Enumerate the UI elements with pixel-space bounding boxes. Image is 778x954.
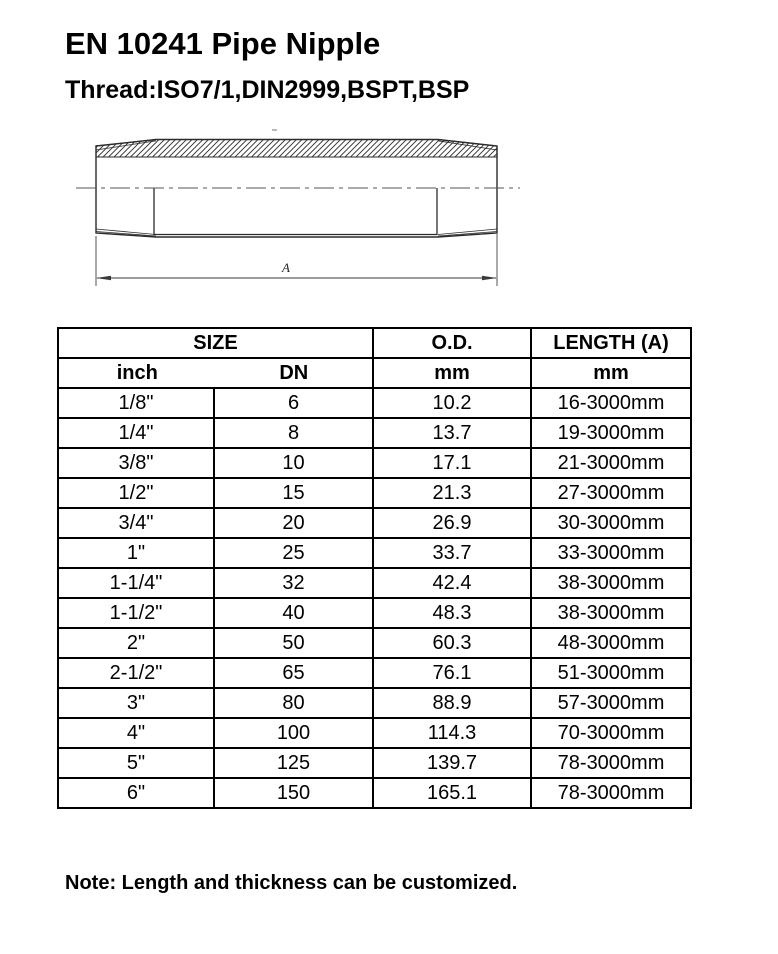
cell-inch: 3" bbox=[57, 687, 215, 719]
pipe-outline bbox=[95, 138, 498, 238]
cell-od: 165.1 bbox=[372, 777, 533, 809]
table-row: 5" 125 139.7 78-3000mm bbox=[57, 747, 693, 779]
cell-length: 78-3000mm bbox=[530, 747, 693, 779]
hatched-wall-band bbox=[95, 138, 498, 158]
cell-dn: 8 bbox=[212, 417, 375, 449]
cell-dn: 65 bbox=[212, 657, 375, 689]
cell-inch: 1/8" bbox=[57, 387, 215, 419]
cell-dn: 40 bbox=[212, 597, 375, 629]
cell-length: 78-3000mm bbox=[530, 777, 693, 809]
cell-dn: 125 bbox=[212, 747, 375, 779]
table-row: 4" 100 114.3 70-3000mm bbox=[57, 717, 693, 749]
header-size: SIZE bbox=[56, 327, 375, 359]
cell-inch: 4" bbox=[57, 717, 215, 749]
cell-dn: 25 bbox=[212, 537, 375, 569]
pipe-drawing-svg: A bbox=[76, 129, 520, 286]
cell-length: 27-3000mm bbox=[530, 477, 693, 509]
cell-dn: 10 bbox=[212, 447, 375, 479]
cell-od: 88.9 bbox=[372, 687, 533, 719]
spec-table-body: 1/8" 6 10.2 16-3000mm 1/4" 8 13.7 19-3000mm 3/8"… bbox=[57, 387, 693, 809]
table-row: 1-1/4" 32 42.4 38-3000mm bbox=[57, 567, 693, 599]
cell-length: 38-3000mm bbox=[530, 567, 693, 599]
cell-length: 30-3000mm bbox=[530, 507, 693, 539]
cell-length: 19-3000mm bbox=[530, 417, 693, 449]
table-row: 1/2" 15 21.3 27-3000mm bbox=[57, 477, 693, 509]
bottom-thread-taper-lines bbox=[95, 228, 498, 237]
cell-od: 139.7 bbox=[372, 747, 533, 779]
cell-od: 76.1 bbox=[372, 657, 533, 689]
cell-inch: 1/4" bbox=[57, 417, 215, 449]
cell-dn: 15 bbox=[212, 477, 375, 509]
table-row: 2" 50 60.3 48-3000mm bbox=[57, 627, 693, 659]
table-row: 2-1/2" 65 76.1 51-3000mm bbox=[57, 657, 693, 689]
cell-inch: 1" bbox=[57, 537, 215, 569]
cell-dn: 100 bbox=[212, 717, 375, 749]
table-row: 1" 25 33.7 33-3000mm bbox=[57, 537, 693, 569]
cell-od: 60.3 bbox=[372, 627, 533, 659]
bore-boundary-lines bbox=[153, 188, 438, 236]
cell-length: 33-3000mm bbox=[530, 537, 693, 569]
cell-dn: 20 bbox=[212, 507, 375, 539]
cell-inch: 1-1/2" bbox=[57, 597, 215, 629]
cell-od: 48.3 bbox=[372, 597, 533, 629]
dimension-arrow-right bbox=[482, 275, 497, 281]
cell-inch: 6" bbox=[57, 777, 215, 809]
cell-inch: 2-1/2" bbox=[57, 657, 215, 689]
table-row: 1/4" 8 13.7 19-3000mm bbox=[57, 417, 693, 449]
cell-od: 10.2 bbox=[372, 387, 533, 419]
cell-inch: 1-1/4" bbox=[57, 567, 215, 599]
dimension-label: A bbox=[281, 260, 290, 275]
dimension-arrow-left bbox=[96, 275, 111, 281]
cell-od: 42.4 bbox=[372, 567, 533, 599]
cell-dn: 150 bbox=[212, 777, 375, 809]
cell-length: 70-3000mm bbox=[530, 717, 693, 749]
table-header-row-2: inch DN mm mm bbox=[56, 357, 693, 389]
thread-subtitle: Thread:ISO7/1,DIN2999,BSPT,BSP bbox=[65, 76, 470, 104]
cell-od: 13.7 bbox=[372, 417, 533, 449]
cell-dn: 32 bbox=[212, 567, 375, 599]
table-row: 1-1/2" 40 48.3 38-3000mm bbox=[57, 597, 693, 629]
header-od-unit: mm bbox=[372, 357, 533, 389]
cell-inch: 3/8" bbox=[57, 447, 215, 479]
cell-inch: 1/2" bbox=[57, 477, 215, 509]
cell-od: 17.1 bbox=[372, 447, 533, 479]
top-thread-taper-lines bbox=[95, 140, 498, 151]
cell-length: 21-3000mm bbox=[530, 447, 693, 479]
table-row: 3/4" 20 26.9 30-3000mm bbox=[57, 507, 693, 539]
cell-length: 38-3000mm bbox=[530, 597, 693, 629]
header-length: LENGTH (A) bbox=[530, 327, 693, 359]
header-inch-dn: inch DN bbox=[56, 357, 375, 389]
cell-length: 48-3000mm bbox=[530, 627, 693, 659]
cell-od: 26.9 bbox=[372, 507, 533, 539]
cell-dn: 50 bbox=[212, 627, 375, 659]
cell-od: 21.3 bbox=[372, 477, 533, 509]
header-dn: DN bbox=[279, 362, 309, 384]
cell-length: 16-3000mm bbox=[530, 387, 693, 419]
cell-dn: 80 bbox=[212, 687, 375, 719]
cell-length: 51-3000mm bbox=[530, 657, 693, 689]
table-row: 3" 80 88.9 57-3000mm bbox=[57, 687, 693, 719]
header-inch: inch bbox=[116, 362, 158, 384]
table-row: 6" 150 165.1 78-3000mm bbox=[57, 777, 693, 809]
table-row: 3/8" 10 17.1 21-3000mm bbox=[57, 447, 693, 479]
cell-od: 114.3 bbox=[372, 717, 533, 749]
cell-od: 33.7 bbox=[372, 537, 533, 569]
customization-note: Note: Length and thickness can be custom… bbox=[65, 872, 518, 894]
header-od: O.D. bbox=[372, 327, 533, 359]
spec-table: SIZE O.D. LENGTH (A) inch DN mm mm 1/8" 6… bbox=[56, 327, 693, 809]
cell-length: 57-3000mm bbox=[530, 687, 693, 719]
pipe-drawing: A bbox=[68, 126, 528, 298]
extension-lines bbox=[95, 234, 498, 286]
table-header-row-1: SIZE O.D. LENGTH (A) bbox=[56, 327, 693, 359]
cell-inch: 5" bbox=[57, 747, 215, 779]
page-title: EN 10241 Pipe Nipple bbox=[65, 26, 381, 61]
header-length-unit: mm bbox=[530, 357, 693, 389]
table-row: 1/8" 6 10.2 16-3000mm bbox=[57, 387, 693, 419]
cell-inch: 2" bbox=[57, 627, 215, 659]
cell-dn: 6 bbox=[212, 387, 375, 419]
cell-inch: 3/4" bbox=[57, 507, 215, 539]
